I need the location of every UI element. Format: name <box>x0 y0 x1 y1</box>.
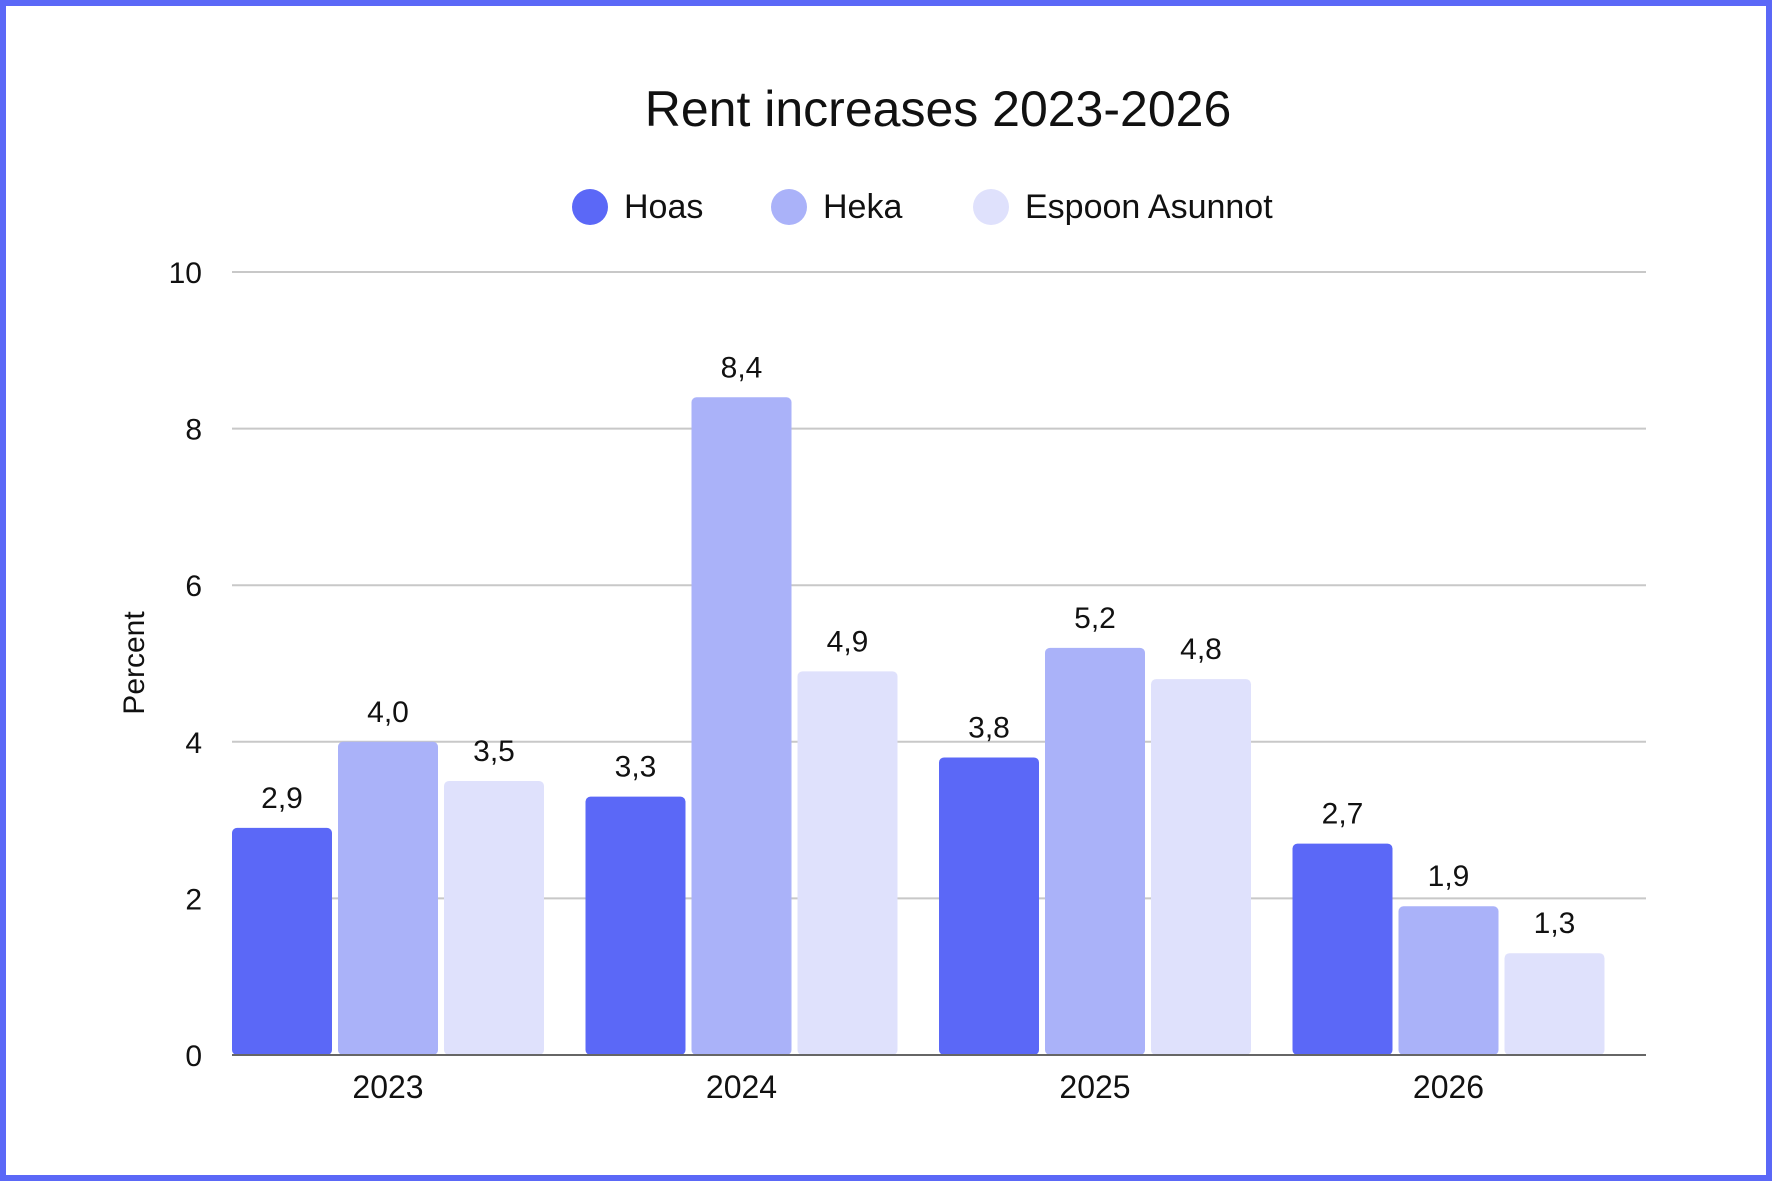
legend-label: Hoas <box>624 188 703 226</box>
x-tick-label: 2023 <box>352 1069 423 1105</box>
legend-swatch <box>973 189 1009 225</box>
x-tick-label: 2024 <box>706 1069 777 1105</box>
bar <box>1292 843 1393 1055</box>
gridlines <box>232 271 1646 900</box>
legend: Hoas Heka Espoon Asunnot <box>572 188 1273 226</box>
data-label: 4,0 <box>367 696 409 729</box>
bar-chart: Rent increases 2023-2026 Hoas Heka Espoon … <box>118 81 1646 1105</box>
bar <box>1398 906 1499 1055</box>
data-label: 3,5 <box>473 735 515 768</box>
bar <box>797 671 898 1055</box>
y-tick-label: 0 <box>185 1040 202 1073</box>
y-tick-label: 4 <box>185 727 202 760</box>
data-label: 4,9 <box>827 625 869 658</box>
data-label: 2,7 <box>1322 798 1364 831</box>
bar <box>338 741 438 1055</box>
y-tick-label: 10 <box>169 257 202 290</box>
bar <box>691 397 792 1055</box>
y-tick-label: 6 <box>185 570 202 603</box>
y-axis-label: Percent <box>118 611 151 715</box>
bar <box>1045 647 1145 1055</box>
bar <box>444 780 544 1055</box>
bar <box>1504 953 1605 1055</box>
data-label: 3,8 <box>968 711 1010 744</box>
data-label: 8,4 <box>721 351 763 384</box>
x-tick-label: 2025 <box>1059 1069 1130 1105</box>
legend-swatch <box>771 189 807 225</box>
bar <box>585 796 686 1055</box>
x-tick-label: 2026 <box>1413 1069 1484 1105</box>
legend-swatch <box>572 189 608 225</box>
data-label: 3,3 <box>615 751 657 784</box>
x-axis-ticks: 2023 2024 2025 2026 <box>352 1069 1484 1105</box>
data-label: 1,9 <box>1428 860 1470 893</box>
data-label: 5,2 <box>1074 602 1116 635</box>
chart-title: Rent increases 2023-2026 <box>645 81 1232 137</box>
data-label: 4,8 <box>1180 633 1222 666</box>
y-tick-label: 8 <box>185 414 202 447</box>
data-labels: 2,9 4,0 3,5 3,3 8,4 4,9 3,8 5,2 4,8 2,7 1,9 1,3 <box>261 351 1575 940</box>
bar <box>232 827 332 1055</box>
bar <box>1151 679 1251 1055</box>
y-axis-ticks: 0 2 4 6 8 10 <box>169 257 202 1073</box>
y-tick-label: 2 <box>185 883 202 916</box>
data-label: 2,9 <box>261 782 303 815</box>
legend-label: Heka <box>823 188 902 226</box>
bars <box>232 397 1605 1055</box>
bar <box>939 757 1039 1055</box>
data-label: 1,3 <box>1534 907 1576 940</box>
legend-label: Espoon Asunnot <box>1025 188 1273 226</box>
